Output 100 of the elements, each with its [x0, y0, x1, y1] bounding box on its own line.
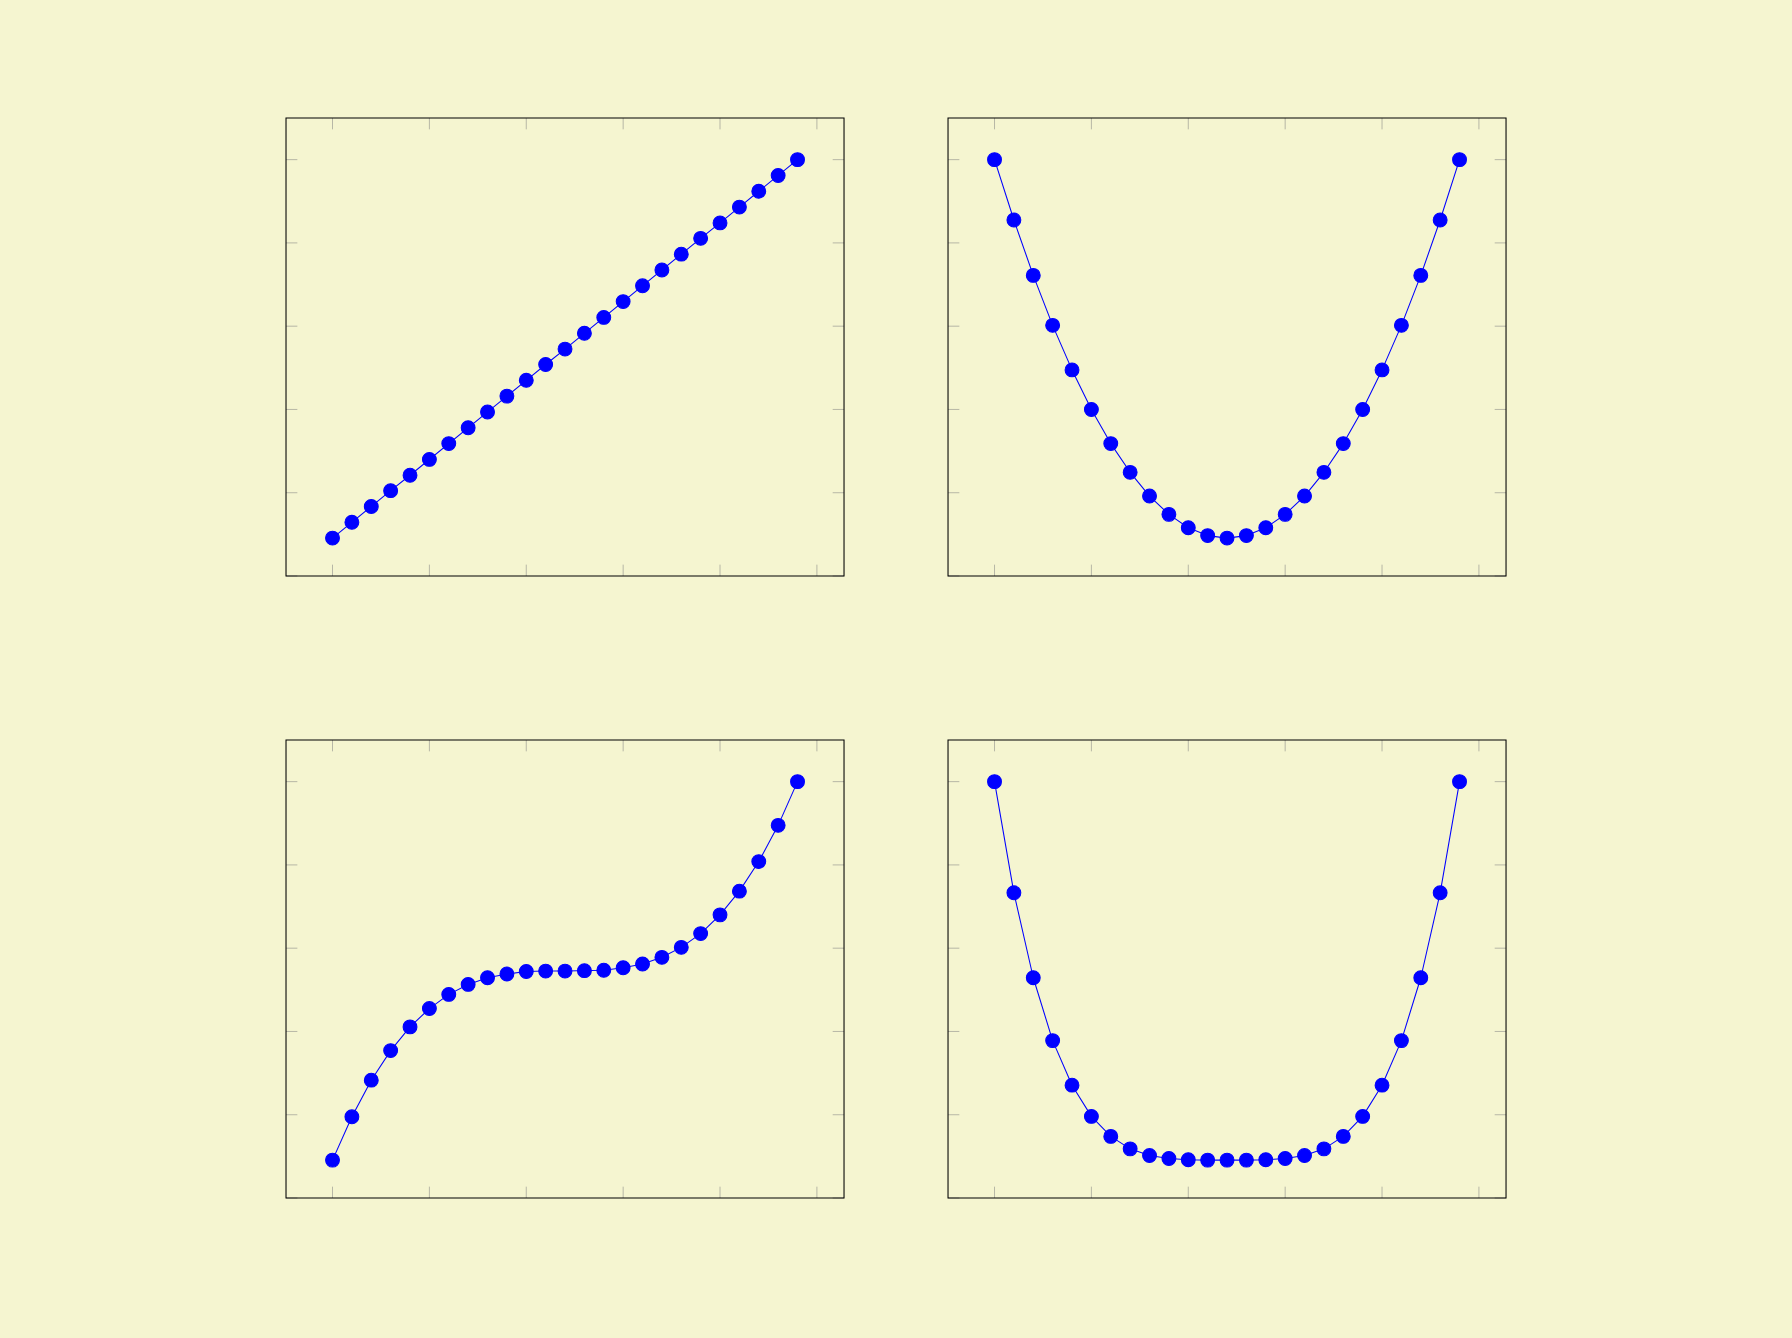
point [1045, 317, 1061, 333]
point [615, 960, 631, 976]
point [1161, 1151, 1177, 1166]
point [1355, 1108, 1371, 1124]
point [751, 183, 767, 199]
point [402, 467, 418, 483]
point [770, 168, 786, 183]
point [1083, 1108, 1099, 1124]
point [1142, 488, 1157, 504]
point [673, 939, 689, 955]
point [1006, 212, 1022, 228]
point [1355, 402, 1371, 417]
point [731, 883, 747, 899]
point [790, 152, 805, 168]
point [402, 1019, 418, 1035]
point [693, 926, 709, 942]
point [1103, 436, 1119, 452]
point [1219, 530, 1235, 546]
point [1083, 402, 1099, 417]
point [1316, 1141, 1332, 1157]
point [1025, 970, 1041, 986]
point [1258, 520, 1274, 536]
point [635, 956, 650, 972]
point [1219, 1152, 1235, 1168]
point [693, 230, 709, 246]
point [712, 907, 728, 923]
point [731, 199, 747, 215]
point [1413, 267, 1429, 283]
point [421, 451, 437, 467]
point [1277, 506, 1293, 522]
point [576, 325, 592, 341]
point [1452, 152, 1467, 168]
point [1103, 1128, 1119, 1144]
point [1006, 885, 1022, 901]
point [770, 817, 786, 833]
point [1316, 464, 1332, 480]
point [1200, 1152, 1216, 1168]
point [518, 964, 534, 979]
point [557, 963, 573, 979]
point [654, 262, 670, 278]
point [987, 152, 1002, 168]
point [1374, 362, 1390, 378]
point [518, 372, 534, 388]
point [499, 966, 515, 982]
point [344, 1109, 360, 1125]
point [751, 854, 767, 870]
point [987, 774, 1002, 790]
point [1025, 267, 1041, 283]
point [421, 1001, 437, 1016]
point [635, 278, 650, 294]
point [1238, 1152, 1254, 1168]
point [673, 246, 689, 262]
point [325, 1152, 340, 1168]
point [1335, 1128, 1351, 1144]
point [1161, 506, 1177, 522]
point [538, 357, 554, 372]
point [363, 1072, 379, 1088]
point [1297, 488, 1312, 504]
point [712, 215, 728, 231]
point [383, 483, 399, 499]
point [1122, 1141, 1138, 1157]
point [1200, 528, 1216, 544]
point [615, 294, 631, 310]
point [499, 388, 515, 404]
point [363, 499, 379, 514]
point [1180, 1152, 1196, 1168]
point [460, 420, 476, 436]
point [1238, 528, 1254, 544]
point [596, 310, 612, 325]
point [538, 963, 554, 979]
point [596, 962, 612, 978]
point [1122, 464, 1138, 480]
point [1064, 1077, 1080, 1093]
point [1413, 970, 1429, 986]
point [1142, 1148, 1157, 1163]
point [325, 530, 340, 546]
point [1335, 436, 1351, 452]
point [1393, 317, 1409, 333]
point [1432, 885, 1448, 901]
point [1393, 1033, 1409, 1049]
point [460, 976, 476, 992]
point [576, 963, 592, 979]
point [441, 436, 457, 452]
point [1432, 212, 1448, 228]
point [1180, 520, 1196, 536]
point [441, 986, 457, 1002]
point [383, 1043, 399, 1059]
point [1297, 1148, 1312, 1163]
point [654, 949, 670, 965]
point [1452, 774, 1467, 790]
point [480, 970, 495, 986]
point [557, 341, 573, 357]
point [790, 774, 805, 790]
point [1374, 1077, 1390, 1093]
point [1277, 1151, 1293, 1166]
point [1258, 1152, 1274, 1168]
point [1045, 1033, 1061, 1049]
point [344, 514, 360, 530]
point [1064, 362, 1080, 378]
point [480, 404, 495, 420]
